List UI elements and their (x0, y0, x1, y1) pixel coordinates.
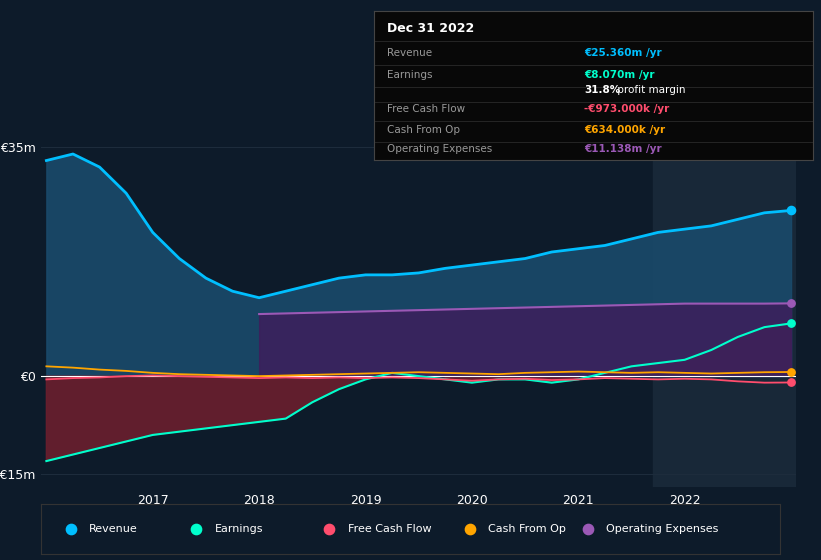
Text: Revenue: Revenue (89, 524, 138, 534)
Point (785, 206, 798, 215)
Point (785, 299, 798, 308)
Point (64, 525, 77, 534)
Point (785, 319, 798, 328)
Text: Earnings: Earnings (387, 70, 432, 80)
Text: €634.000k /yr: €634.000k /yr (585, 125, 666, 135)
Text: Dec 31 2022: Dec 31 2022 (387, 22, 474, 35)
Text: Cash From Op: Cash From Op (488, 524, 566, 534)
Text: Earnings: Earnings (215, 524, 264, 534)
Point (785, 367, 798, 376)
Text: Free Cash Flow: Free Cash Flow (387, 104, 465, 114)
Text: Revenue: Revenue (387, 48, 432, 58)
Text: Cash From Op: Cash From Op (387, 125, 460, 135)
Text: Operating Expenses: Operating Expenses (606, 524, 718, 534)
Text: Free Cash Flow: Free Cash Flow (348, 524, 431, 534)
Point (190, 525, 203, 534)
Text: profit margin: profit margin (614, 85, 686, 95)
Text: Operating Expenses: Operating Expenses (387, 144, 492, 154)
Text: €25.360m /yr: €25.360m /yr (585, 48, 662, 58)
Text: -€973.000k /yr: -€973.000k /yr (585, 104, 670, 114)
Point (581, 525, 594, 534)
Text: 31.8%: 31.8% (585, 85, 621, 95)
Point (785, 378, 798, 387)
Point (463, 525, 476, 534)
Point (323, 525, 336, 534)
Bar (653, 134, 796, 487)
Text: €8.070m /yr: €8.070m /yr (585, 70, 655, 80)
Text: €11.138m /yr: €11.138m /yr (585, 144, 662, 154)
